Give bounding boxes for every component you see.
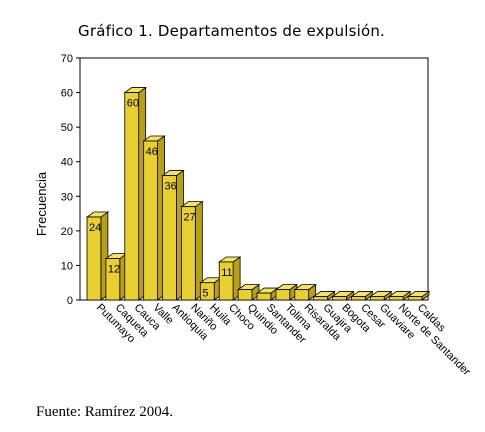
bar-front — [162, 175, 177, 301]
bar-front — [199, 282, 215, 301]
bar-front — [275, 289, 291, 301]
bar-front — [124, 92, 140, 301]
data-label: 5 — [202, 288, 208, 300]
data-label: 60 — [127, 98, 139, 110]
bar-front — [105, 258, 121, 301]
y-tick-label: 60 — [61, 88, 73, 100]
bar-front — [369, 296, 385, 301]
bar — [142, 135, 166, 301]
bar-front — [407, 296, 423, 301]
bar-front — [86, 216, 102, 301]
bar — [104, 252, 129, 301]
bar — [293, 283, 317, 301]
bar — [406, 290, 431, 301]
bar-front — [388, 296, 404, 301]
data-label: 36 — [165, 181, 177, 193]
bar-front — [143, 140, 158, 301]
bar — [331, 290, 355, 301]
bar — [312, 290, 336, 301]
y-tick-label: 0 — [67, 295, 73, 307]
y-tick-label: 30 — [61, 191, 73, 203]
y-tick-label: 20 — [61, 226, 73, 238]
data-label: 11 — [221, 267, 232, 279]
plot-frame — [79, 57, 429, 301]
data-label: 46 — [146, 146, 158, 158]
bar-front — [351, 296, 366, 301]
bar-front — [294, 289, 310, 301]
y-axis-label: Frecuencia — [34, 171, 49, 236]
bar-front — [313, 296, 328, 301]
bar — [255, 287, 280, 301]
bar — [123, 86, 147, 301]
data-label: 12 — [108, 264, 120, 276]
y-tick-label: 50 — [61, 122, 73, 134]
bar — [236, 283, 261, 301]
source-note: Fuente: Ramírez 2004. — [36, 404, 174, 420]
data-label: 24 — [89, 222, 101, 234]
bar-front — [181, 206, 196, 301]
bar-front — [237, 289, 253, 301]
y-tick-label: 10 — [61, 260, 73, 272]
chart-title: Gráfico 1. Departamentos de expulsión. — [78, 22, 386, 40]
bar — [180, 200, 204, 301]
bar-front — [332, 296, 347, 301]
bar — [387, 290, 412, 301]
bar — [274, 283, 299, 301]
data-label: 27 — [183, 212, 195, 224]
y-tick-label: 70 — [61, 53, 73, 65]
y-tick-label: 40 — [61, 157, 73, 169]
bar-front — [256, 292, 272, 301]
bar-front — [218, 261, 234, 301]
bar — [369, 290, 393, 301]
bar — [350, 290, 374, 301]
